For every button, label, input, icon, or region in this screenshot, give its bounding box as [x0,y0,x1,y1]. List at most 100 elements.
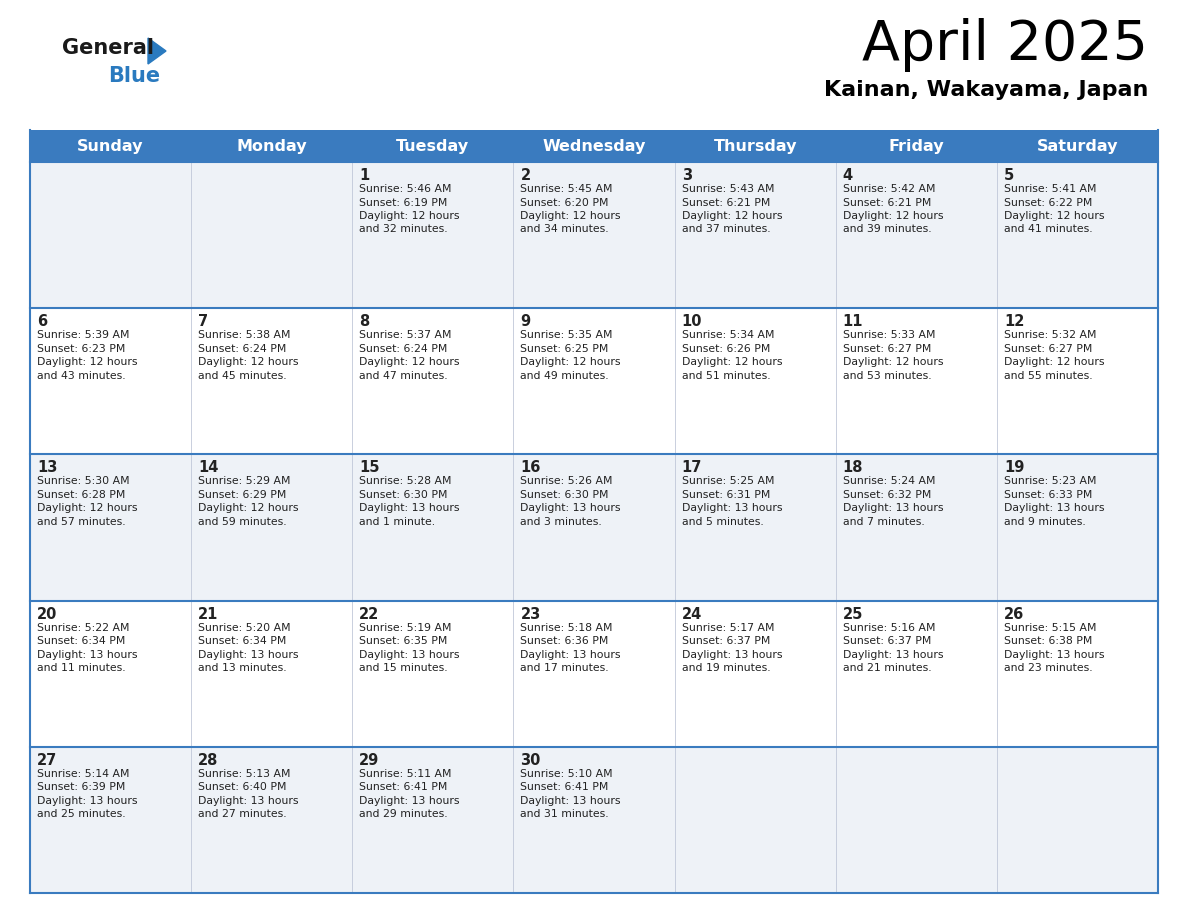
Text: and 59 minutes.: and 59 minutes. [198,517,286,527]
Text: and 37 minutes.: and 37 minutes. [682,225,770,234]
Text: Daylight: 13 hours: Daylight: 13 hours [359,796,460,806]
Text: Sunset: 6:26 PM: Sunset: 6:26 PM [682,343,770,353]
Text: Daylight: 13 hours: Daylight: 13 hours [1004,650,1105,660]
Text: Sunset: 6:21 PM: Sunset: 6:21 PM [842,197,931,207]
Text: Sunrise: 5:32 AM: Sunrise: 5:32 AM [1004,330,1097,341]
Text: Sunrise: 5:30 AM: Sunrise: 5:30 AM [37,476,129,487]
Text: 1: 1 [359,168,369,183]
Text: Daylight: 13 hours: Daylight: 13 hours [37,650,138,660]
Text: Sunrise: 5:39 AM: Sunrise: 5:39 AM [37,330,129,341]
Text: Sunset: 6:35 PM: Sunset: 6:35 PM [359,636,448,646]
Text: Sunrise: 5:34 AM: Sunrise: 5:34 AM [682,330,775,341]
Text: and 43 minutes.: and 43 minutes. [37,371,126,381]
Text: Daylight: 12 hours: Daylight: 12 hours [682,211,782,221]
Text: 11: 11 [842,314,864,330]
Text: Sunset: 6:37 PM: Sunset: 6:37 PM [682,636,770,646]
Text: Sunset: 6:19 PM: Sunset: 6:19 PM [359,197,448,207]
Text: 14: 14 [198,461,219,476]
Text: Sunrise: 5:29 AM: Sunrise: 5:29 AM [198,476,291,487]
Bar [30,454,1158,600]
Text: Sunday: Sunday [77,139,144,153]
Text: 19: 19 [1004,461,1024,476]
Text: 5: 5 [1004,168,1015,183]
Text: and 5 minutes.: and 5 minutes. [682,517,764,527]
Text: Monday: Monday [236,139,307,153]
Text: and 57 minutes.: and 57 minutes. [37,517,126,527]
Text: 12: 12 [1004,314,1024,330]
Text: Daylight: 13 hours: Daylight: 13 hours [682,650,782,660]
Bar [30,308,1158,454]
Text: Sunrise: 5:19 AM: Sunrise: 5:19 AM [359,622,451,633]
Text: Sunrise: 5:45 AM: Sunrise: 5:45 AM [520,184,613,194]
Text: Blue: Blue [108,66,160,86]
Text: Sunset: 6:39 PM: Sunset: 6:39 PM [37,782,126,792]
Text: Sunrise: 5:10 AM: Sunrise: 5:10 AM [520,768,613,778]
Text: 29: 29 [359,753,379,767]
Text: Daylight: 12 hours: Daylight: 12 hours [37,357,138,367]
Text: Sunset: 6:25 PM: Sunset: 6:25 PM [520,343,608,353]
Text: Sunset: 6:37 PM: Sunset: 6:37 PM [842,636,931,646]
Text: Sunset: 6:27 PM: Sunset: 6:27 PM [1004,343,1092,353]
Text: Sunset: 6:38 PM: Sunset: 6:38 PM [1004,636,1092,646]
Text: 28: 28 [198,753,219,767]
Text: 3: 3 [682,168,691,183]
Text: Daylight: 13 hours: Daylight: 13 hours [520,503,621,513]
Text: Daylight: 13 hours: Daylight: 13 hours [520,650,621,660]
Text: Daylight: 12 hours: Daylight: 12 hours [359,211,460,221]
Text: Sunset: 6:40 PM: Sunset: 6:40 PM [198,782,286,792]
Text: and 34 minutes.: and 34 minutes. [520,225,609,234]
Text: Daylight: 13 hours: Daylight: 13 hours [359,650,460,660]
Bar [30,130,1158,162]
Text: and 17 minutes.: and 17 minutes. [520,663,609,673]
Text: 15: 15 [359,461,380,476]
Text: and 51 minutes.: and 51 minutes. [682,371,770,381]
Text: Sunset: 6:30 PM: Sunset: 6:30 PM [359,490,448,500]
Text: Daylight: 13 hours: Daylight: 13 hours [359,503,460,513]
Text: 24: 24 [682,607,702,621]
Text: Sunset: 6:36 PM: Sunset: 6:36 PM [520,636,608,646]
Text: and 53 minutes.: and 53 minutes. [842,371,931,381]
Text: Tuesday: Tuesday [397,139,469,153]
Text: Sunrise: 5:17 AM: Sunrise: 5:17 AM [682,622,775,633]
Text: and 29 minutes.: and 29 minutes. [359,810,448,819]
Text: and 31 minutes.: and 31 minutes. [520,810,609,819]
Text: Sunrise: 5:14 AM: Sunrise: 5:14 AM [37,768,129,778]
Text: Sunset: 6:21 PM: Sunset: 6:21 PM [682,197,770,207]
Text: Daylight: 12 hours: Daylight: 12 hours [842,357,943,367]
Text: Sunrise: 5:18 AM: Sunrise: 5:18 AM [520,622,613,633]
Text: Sunrise: 5:25 AM: Sunrise: 5:25 AM [682,476,775,487]
Text: Sunrise: 5:20 AM: Sunrise: 5:20 AM [198,622,291,633]
Text: Saturday: Saturday [1037,139,1118,153]
Text: Daylight: 13 hours: Daylight: 13 hours [1004,503,1105,513]
Text: Daylight: 13 hours: Daylight: 13 hours [842,503,943,513]
Text: Daylight: 12 hours: Daylight: 12 hours [37,503,138,513]
Text: Sunrise: 5:41 AM: Sunrise: 5:41 AM [1004,184,1097,194]
Text: Sunrise: 5:35 AM: Sunrise: 5:35 AM [520,330,613,341]
Text: and 55 minutes.: and 55 minutes. [1004,371,1093,381]
Text: and 39 minutes.: and 39 minutes. [842,225,931,234]
Text: Sunrise: 5:13 AM: Sunrise: 5:13 AM [198,768,291,778]
Text: 23: 23 [520,607,541,621]
Polygon shape [148,38,166,64]
Text: 27: 27 [37,753,57,767]
Text: Sunset: 6:33 PM: Sunset: 6:33 PM [1004,490,1092,500]
Text: Sunrise: 5:43 AM: Sunrise: 5:43 AM [682,184,775,194]
Text: Sunset: 6:34 PM: Sunset: 6:34 PM [198,636,286,646]
Text: Daylight: 13 hours: Daylight: 13 hours [198,650,298,660]
Text: Sunrise: 5:23 AM: Sunrise: 5:23 AM [1004,476,1097,487]
Text: 9: 9 [520,314,531,330]
Text: Daylight: 13 hours: Daylight: 13 hours [682,503,782,513]
Text: Friday: Friday [889,139,944,153]
Text: and 19 minutes.: and 19 minutes. [682,663,770,673]
Text: Sunrise: 5:24 AM: Sunrise: 5:24 AM [842,476,935,487]
Text: Sunrise: 5:15 AM: Sunrise: 5:15 AM [1004,622,1097,633]
Text: and 49 minutes.: and 49 minutes. [520,371,609,381]
Text: Daylight: 13 hours: Daylight: 13 hours [37,796,138,806]
Text: 22: 22 [359,607,379,621]
Text: Sunset: 6:24 PM: Sunset: 6:24 PM [359,343,448,353]
Text: 8: 8 [359,314,369,330]
Text: April 2025: April 2025 [862,18,1148,72]
Text: and 7 minutes.: and 7 minutes. [842,517,924,527]
Text: and 1 minute.: and 1 minute. [359,517,436,527]
Text: Sunrise: 5:42 AM: Sunrise: 5:42 AM [842,184,935,194]
